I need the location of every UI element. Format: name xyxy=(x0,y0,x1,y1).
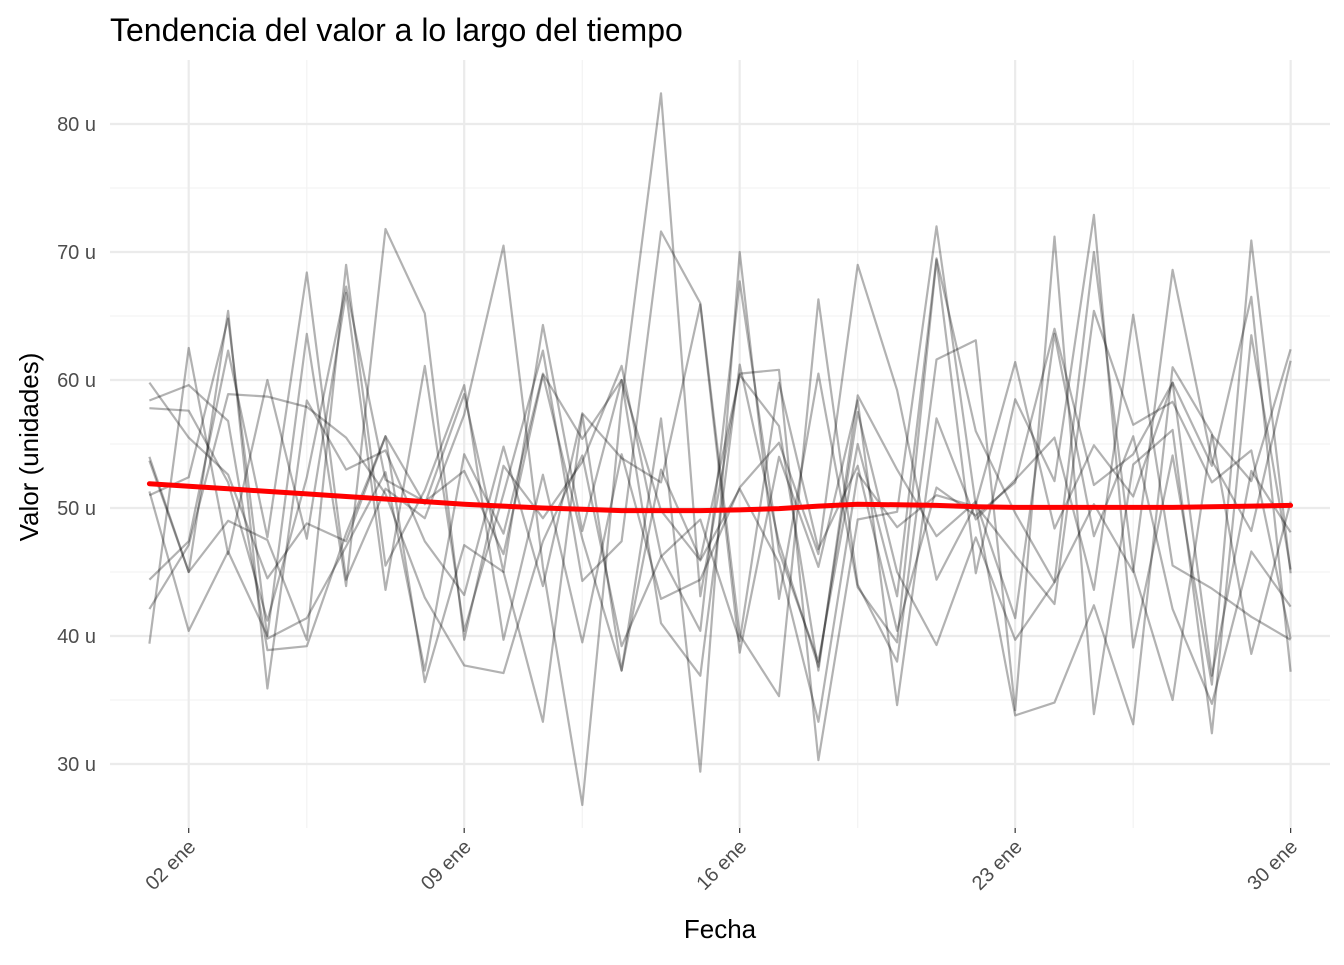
series-line-10 xyxy=(148,317,1292,726)
series-line-5 xyxy=(148,327,1292,677)
trend-line-group xyxy=(146,481,1294,514)
series-lines xyxy=(148,92,1292,807)
chart-title: Tendencia del valor a lo largo del tiemp… xyxy=(110,12,683,48)
x-tick-label: 02 ene xyxy=(141,836,200,895)
series-line-8 xyxy=(148,263,1292,672)
x-axis-ticks: 02 ene 09 ene 16 ene 23 ene 30 ene xyxy=(141,828,1302,895)
series-line-3 xyxy=(148,230,1292,735)
y-tick-label: 70 u xyxy=(57,242,96,264)
trend-line xyxy=(146,481,1294,514)
y-axis-ticks: 30 u 40 u 50 u 60 u 70 u 80 u xyxy=(57,114,96,776)
series-line-7 xyxy=(148,92,1292,807)
y-tick-label: 30 u xyxy=(57,754,96,776)
x-tick-label: 16 ene xyxy=(692,836,751,895)
y-tick-label: 50 u xyxy=(57,498,96,520)
grid xyxy=(110,60,1330,828)
x-axis-title: Fecha xyxy=(684,914,757,944)
series-line-1 xyxy=(148,250,1292,702)
y-tick-label: 40 u xyxy=(57,626,96,648)
x-tick-label: 09 ene xyxy=(417,836,476,895)
x-tick-label: 23 ene xyxy=(968,836,1027,895)
y-tick-label: 60 u xyxy=(57,370,96,392)
series-line-9 xyxy=(149,285,1292,705)
series-line-6 xyxy=(148,227,1292,663)
y-axis-title: Valor (unidades) xyxy=(14,353,44,542)
series-line-2 xyxy=(148,303,1292,707)
x-tick-label: 30 ene xyxy=(1243,836,1302,895)
y-tick-label: 80 u xyxy=(57,114,96,136)
